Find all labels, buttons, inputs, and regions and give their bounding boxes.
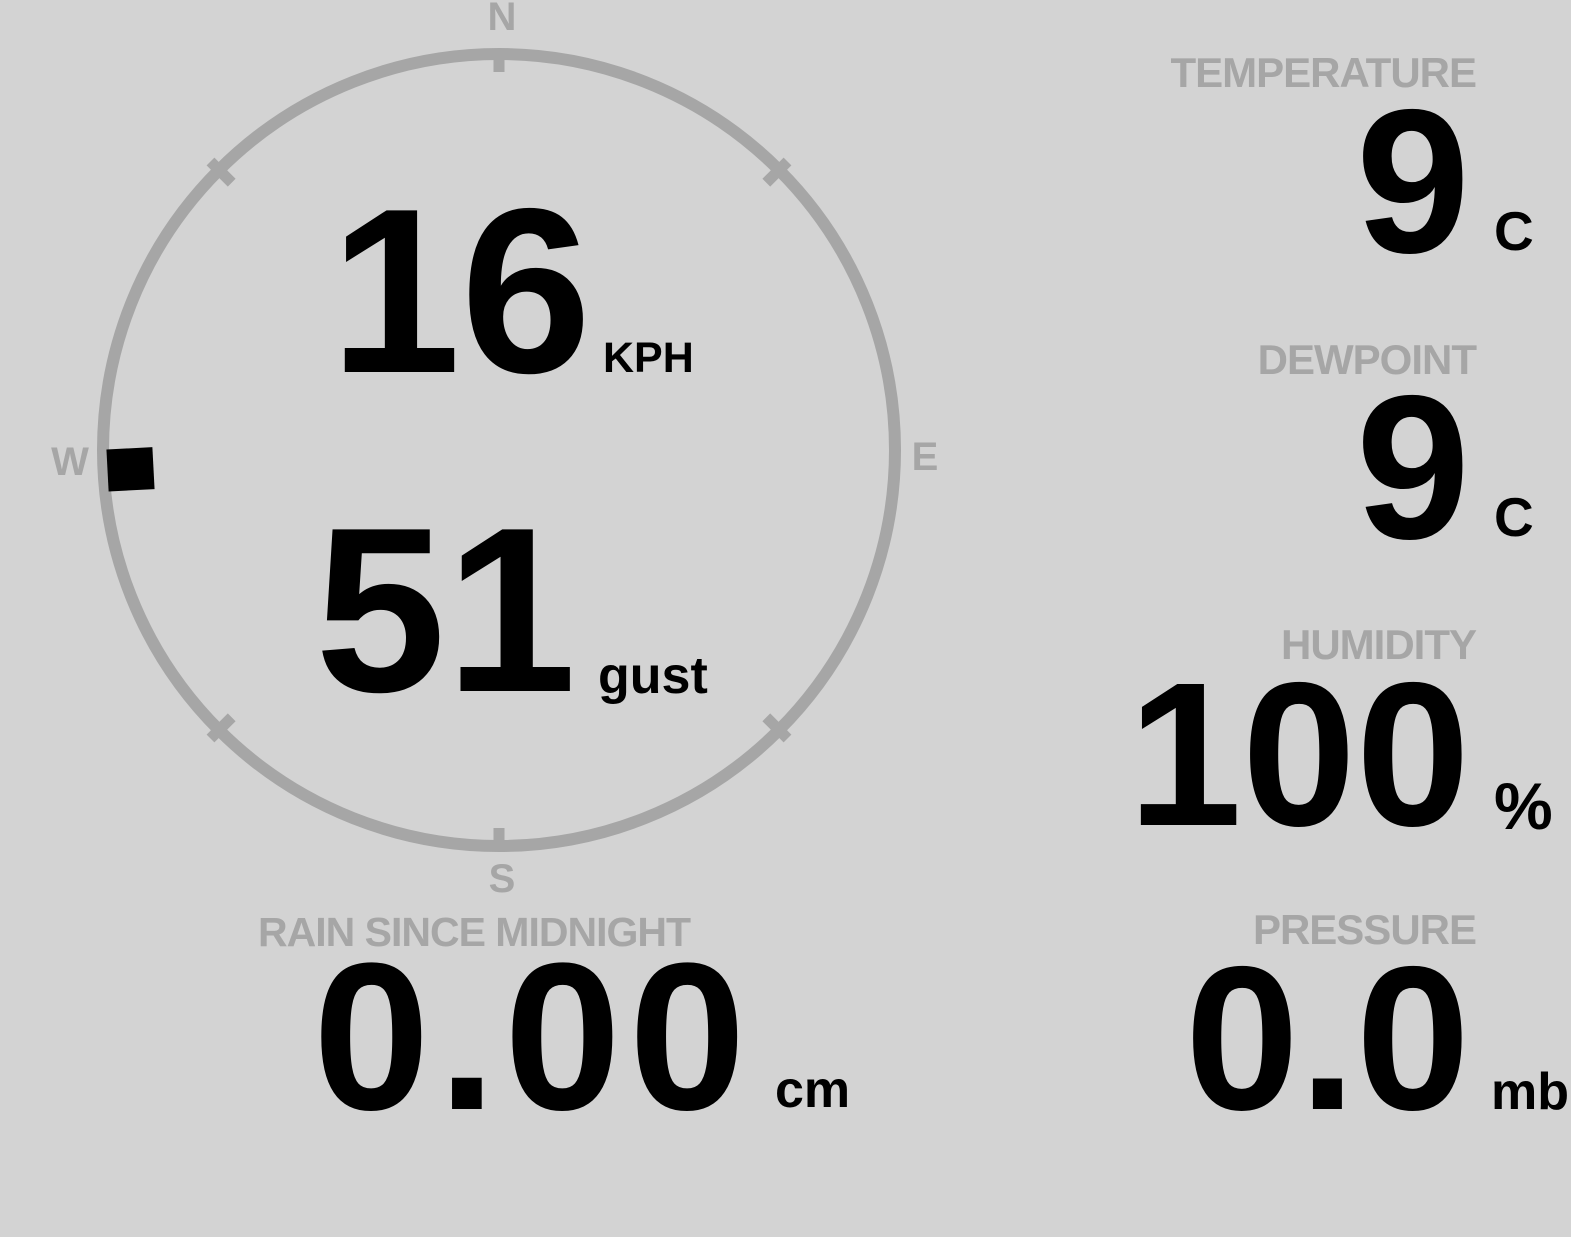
rain-since-midnight-label: RAIN SINCE MIDNIGHT [258,909,691,955]
wind-direction-marker [106,447,155,492]
compass-tick-northeast [762,157,792,187]
temperature-label: TEMPERATURE [1170,49,1477,96]
rain-value: 0.00 [313,919,754,1154]
rain-unit: cm [775,1061,851,1119]
compass-tick-southeast [762,713,792,743]
compass-label-west: W [51,440,89,484]
compass-tick-northwest [206,157,236,187]
temperature-unit: C [1494,200,1534,262]
humidity-value: 100 [1127,640,1470,869]
temperature-value: 9 [1355,67,1470,296]
compass-label-south: S [488,857,516,901]
pressure-unit: mb [1491,1063,1569,1121]
compass-label-north: N [487,0,517,39]
compass-tick-southwest [206,713,236,743]
dewpoint-unit: C [1494,486,1534,548]
wind-gust-value: 51 [315,478,577,741]
compass-label-east: E [911,435,939,479]
dewpoint-value: 9 [1355,353,1470,582]
pressure-value: 0.0 [1185,924,1470,1153]
dewpoint-label: DEWPOINT [1257,336,1477,383]
wind-speed-unit: KPH [603,334,694,382]
wind-speed-value: 16 [330,159,592,422]
humidity-label: HUMIDITY [1281,621,1477,668]
wind-gust-unit: gust [598,647,708,705]
pressure-label: PRESSURE [1252,906,1477,953]
wind-compass [97,48,901,852]
humidity-unit: % [1494,769,1553,843]
